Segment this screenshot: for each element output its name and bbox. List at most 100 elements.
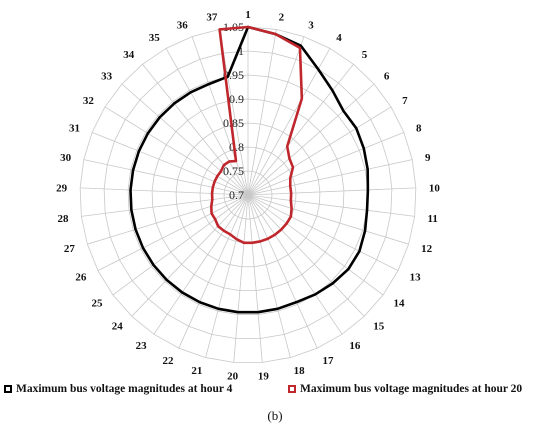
grid-spoke-2 bbox=[247, 29, 277, 196]
grid-spoke-6 bbox=[247, 83, 375, 196]
category-label: 37 bbox=[206, 12, 218, 24]
grid-spoke-13 bbox=[247, 194, 399, 271]
grid-spoke-16 bbox=[247, 194, 343, 335]
radial-tick-label: 0.9 bbox=[229, 92, 244, 106]
grid-spoke-8 bbox=[247, 131, 405, 196]
category-label: 9 bbox=[425, 152, 431, 164]
category-label: 10 bbox=[429, 182, 441, 194]
category-label: 23 bbox=[136, 340, 148, 352]
category-label: 4 bbox=[336, 32, 342, 44]
radial-tick-label: 0.95 bbox=[223, 68, 244, 82]
legend-swatch-hour20 bbox=[288, 385, 296, 393]
grid-spoke-27 bbox=[87, 194, 249, 245]
grid-spoke-35 bbox=[165, 48, 249, 196]
radar-series bbox=[129, 25, 370, 314]
grid-ring-3 bbox=[175, 122, 321, 268]
grid-spoke-34 bbox=[142, 64, 249, 196]
grid-spoke-29 bbox=[80, 187, 249, 196]
category-label: 15 bbox=[373, 321, 385, 333]
category-label: 36 bbox=[177, 19, 189, 31]
grid-spoke-4 bbox=[247, 48, 331, 196]
category-label: 18 bbox=[294, 365, 306, 377]
grid-spoke-32 bbox=[104, 106, 249, 196]
category-label: 5 bbox=[362, 49, 368, 61]
grid-spoke-10 bbox=[247, 187, 416, 196]
category-label: 30 bbox=[60, 152, 72, 164]
grid-spoke-33 bbox=[121, 83, 249, 196]
grid-spoke-14 bbox=[247, 194, 384, 296]
grid-spoke-9 bbox=[247, 159, 413, 196]
legend-item-hour20: Maximum bus voltage magnitudes at hour 2… bbox=[288, 383, 522, 395]
category-label: 21 bbox=[191, 365, 202, 377]
grid-spoke-3 bbox=[247, 36, 305, 196]
radial-tick-label: 0.8 bbox=[229, 140, 244, 154]
category-label: 1 bbox=[245, 9, 251, 21]
radial-tick-label: 0.75 bbox=[223, 164, 244, 178]
grid-ring-1 bbox=[223, 170, 273, 220]
grid-spoke-26 bbox=[97, 194, 249, 271]
category-label: 32 bbox=[83, 95, 95, 107]
radar-grid bbox=[79, 26, 417, 363]
category-label: 19 bbox=[258, 370, 270, 380]
grid-spoke-5 bbox=[247, 64, 354, 196]
category-label: 33 bbox=[101, 70, 113, 82]
category-label: 2 bbox=[279, 12, 285, 24]
series-line-hour4 bbox=[129, 25, 370, 314]
category-label: 12 bbox=[421, 243, 433, 255]
grid-spoke-21 bbox=[205, 194, 249, 358]
category-label: 14 bbox=[394, 298, 406, 310]
category-label: 27 bbox=[64, 243, 76, 255]
radial-tick-label: 1 bbox=[238, 44, 244, 58]
grid-ring-6 bbox=[103, 50, 393, 339]
grid-spoke-24 bbox=[131, 194, 249, 317]
grid-spoke-31 bbox=[91, 131, 249, 196]
grid-ring-5 bbox=[127, 74, 369, 315]
grid-spoke-7 bbox=[247, 106, 392, 196]
legend: Maximum bus voltage magnitudes at hour 4… bbox=[0, 383, 550, 403]
category-label: 3 bbox=[308, 19, 314, 31]
grid-spoke-12 bbox=[247, 194, 409, 245]
category-label: 29 bbox=[56, 182, 68, 194]
grid-spoke-22 bbox=[178, 194, 249, 349]
grid-spoke-20 bbox=[233, 194, 249, 363]
grid-spoke-23 bbox=[153, 194, 249, 335]
grid-ring-7 bbox=[79, 26, 417, 363]
radial-tick-label: 0.85 bbox=[223, 116, 244, 130]
grid-spoke-25 bbox=[112, 194, 249, 296]
category-label: 13 bbox=[410, 271, 422, 283]
grid-spoke-11 bbox=[247, 194, 415, 217]
grid-spoke-15 bbox=[247, 194, 365, 317]
grid-spoke-30 bbox=[83, 159, 249, 196]
category-label: 20 bbox=[227, 370, 239, 380]
grid-ring-4 bbox=[151, 98, 345, 292]
category-label: 34 bbox=[123, 49, 135, 61]
category-label: 25 bbox=[91, 298, 103, 310]
category-label: 24 bbox=[112, 321, 124, 333]
category-label: 8 bbox=[416, 123, 422, 135]
radial-tick-label: 0.7 bbox=[229, 188, 244, 202]
category-label: 17 bbox=[323, 355, 335, 367]
category-label: 11 bbox=[428, 213, 438, 225]
category-label: 26 bbox=[75, 271, 87, 283]
grid-spoke-17 bbox=[247, 194, 318, 349]
grid-spoke-36 bbox=[191, 36, 249, 196]
category-label: 6 bbox=[384, 70, 390, 82]
category-label: 35 bbox=[149, 32, 161, 44]
category-label: 28 bbox=[57, 213, 69, 225]
grid-spoke-19 bbox=[247, 194, 263, 363]
legend-item-hour4: Maximum bus voltage magnitudes at hour 4 bbox=[4, 383, 232, 395]
grid-spoke-18 bbox=[247, 194, 291, 358]
legend-label-hour20: Maximum bus voltage magnitudes at hour 2… bbox=[300, 383, 523, 395]
category-label: 16 bbox=[349, 340, 361, 352]
category-label: 31 bbox=[69, 123, 80, 135]
legend-label-hour4: Maximum bus voltage magnitudes at hour 4 bbox=[16, 383, 233, 395]
category-label: 22 bbox=[162, 355, 174, 367]
figure-caption: (b) bbox=[267, 408, 283, 423]
series-line-hour20 bbox=[209, 25, 304, 245]
category-label: 7 bbox=[402, 95, 408, 107]
grid-spoke-28 bbox=[81, 194, 249, 217]
legend-swatch-hour4 bbox=[4, 385, 12, 393]
category-labels: 1 234567891011121314151617181920212223242… bbox=[56, 9, 440, 380]
